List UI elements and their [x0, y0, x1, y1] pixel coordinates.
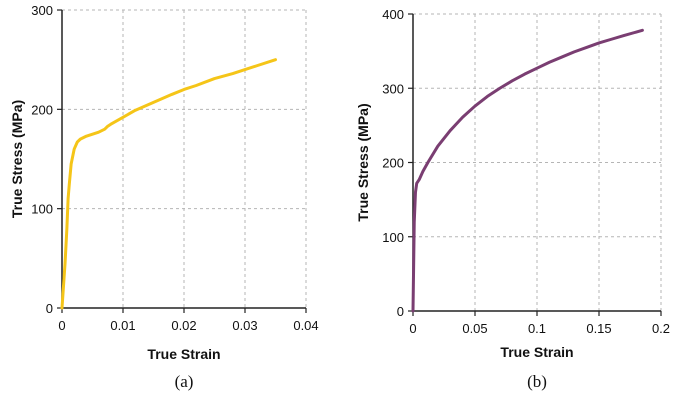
- y-tick-label: 200: [31, 102, 53, 117]
- y-tick-label: 300: [382, 81, 404, 96]
- y-tick-label: 0: [46, 301, 53, 316]
- y-tick-label: 100: [382, 230, 404, 245]
- y-tick-label: 200: [382, 156, 404, 171]
- chart-panel-2: 0 0.05 0.1 0.15 0.2 0 100 200 300 400 True Strain T…: [355, 7, 670, 391]
- x-tick-label: 0: [409, 321, 416, 336]
- x-tick-label: 0: [58, 318, 65, 333]
- x-tick-label: 0.15: [586, 321, 611, 336]
- y-tick-label: 300: [31, 3, 53, 18]
- panel-label: (a): [175, 372, 194, 391]
- series-line-1: [411, 28, 644, 313]
- x-axis-title: True Strain: [147, 346, 220, 362]
- y-axis-title: True Stress (MPa): [355, 103, 371, 221]
- x-tick-label: 0.03: [232, 318, 257, 333]
- x-tick-label: 0.02: [171, 318, 196, 333]
- y-tick-label: 0: [397, 304, 404, 319]
- x-tick-label: 0.2: [652, 321, 670, 336]
- x-axis-title: True Strain: [500, 344, 573, 360]
- y-tick-label: 400: [382, 7, 404, 22]
- x-tick-label: 0.05: [462, 321, 487, 336]
- chart-panel-1: 0 0.01 0.02 0.03 0.04 0 100 200 300 True Strain Tr…: [9, 3, 319, 391]
- y-tick-label: 100: [31, 202, 53, 217]
- x-tick-label: 0.04: [293, 318, 318, 333]
- series-line-1: [60, 58, 277, 310]
- x-tick-label: 0.01: [110, 318, 135, 333]
- x-tick-label: 0.1: [528, 321, 546, 336]
- panel-label: (b): [527, 372, 547, 391]
- y-axis-title: True Stress (MPa): [9, 100, 25, 218]
